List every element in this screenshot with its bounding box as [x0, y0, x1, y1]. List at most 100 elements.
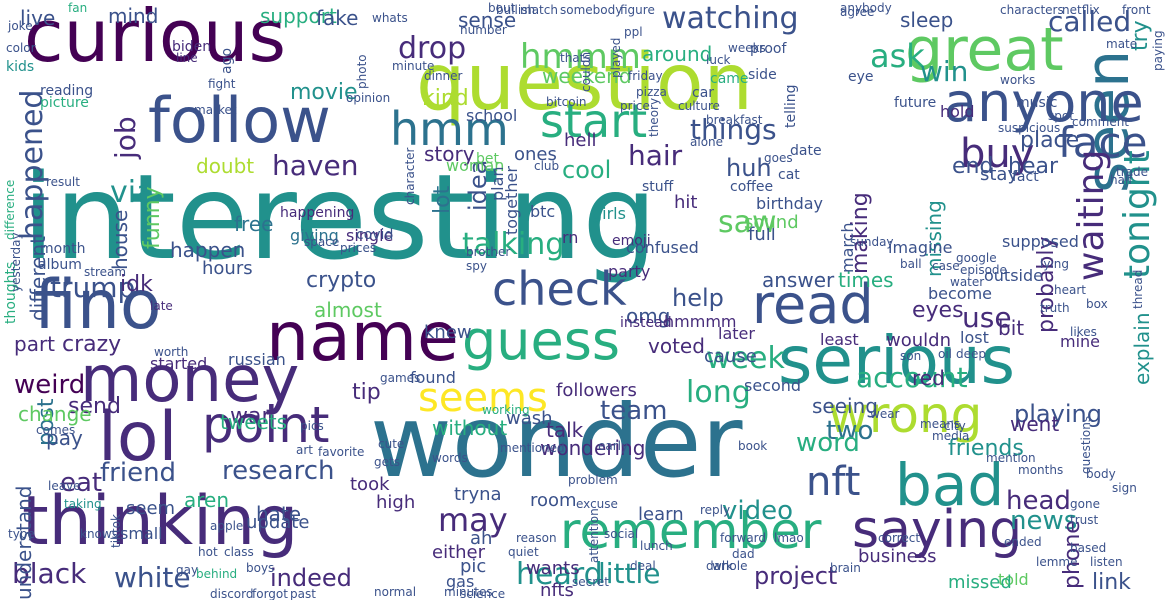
word-box: box — [1086, 297, 1108, 311]
word-color: color — [6, 41, 36, 55]
word-room: room — [530, 490, 577, 511]
word-proof: proof — [750, 41, 787, 57]
word-city: city — [944, 419, 966, 433]
word-sign: sign — [1112, 481, 1137, 495]
word-pics: pics — [300, 419, 324, 433]
word-favorite: favorite — [318, 445, 365, 459]
word-eyes: eyes — [912, 298, 964, 323]
word-quiet: quiet — [508, 545, 539, 559]
word-trade: trade — [1116, 165, 1148, 179]
word-came: came — [710, 71, 749, 87]
word-hell: hell — [564, 130, 597, 151]
word-seeing: seeing — [812, 394, 878, 418]
word-figure: figure — [620, 3, 655, 17]
word-front: front — [1122, 3, 1151, 17]
word-months: months — [1018, 463, 1064, 477]
word-start: start — [540, 94, 648, 148]
word-club: club — [534, 159, 560, 173]
word-project: project — [754, 562, 838, 590]
word-stream: stream — [84, 265, 127, 279]
word-media: media — [932, 429, 970, 443]
word-questions: questions — [1079, 415, 1093, 474]
word-hmmm: hmmm — [520, 37, 641, 77]
word-yesterday: yesterday — [9, 232, 23, 292]
word-crypto: crypto — [306, 268, 377, 293]
word-drop: drop — [398, 31, 467, 66]
word-culture: culture — [678, 99, 720, 113]
word-around: around — [642, 42, 713, 66]
word-future: future — [894, 95, 937, 111]
word-understand: understand — [12, 485, 36, 600]
word-huh: huh — [726, 154, 772, 182]
word-pay: pay — [46, 426, 83, 450]
word-haven: haven — [272, 149, 359, 182]
word-reading: reading — [40, 83, 94, 99]
word-wants: wants — [526, 558, 580, 579]
word-body: body — [1086, 467, 1116, 481]
word-watching: watching — [662, 1, 799, 36]
word-interesting: interesting — [22, 148, 658, 286]
word-ppl: ppl — [624, 25, 643, 39]
word-plan: plan — [488, 166, 507, 201]
word-omg: omg — [626, 304, 671, 328]
word-tip: tip — [352, 380, 381, 405]
word-tiktok: tiktok — [109, 514, 123, 548]
word-based: based — [1070, 541, 1107, 555]
word-confused: confused — [626, 238, 699, 257]
word-music: music — [1016, 95, 1058, 111]
word-weeks: weeks — [728, 41, 766, 55]
word-anyone: anyone — [944, 71, 1144, 134]
word-anybody: anybody — [840, 1, 892, 15]
word-send: send — [68, 394, 121, 419]
word-lying: lying — [1040, 257, 1069, 271]
word-words: words — [432, 451, 468, 465]
word-remember: remember — [560, 502, 822, 560]
word-doubt: doubt — [196, 154, 255, 178]
word-early: early — [598, 439, 629, 453]
word-answer: answer — [762, 268, 835, 292]
word-mate: mate — [1106, 37, 1138, 51]
word-school: school — [466, 106, 518, 125]
word-lost: lost — [960, 328, 989, 347]
word-heart: heart — [1054, 283, 1086, 297]
word-telling: telling — [783, 84, 799, 128]
word-luck: luck — [706, 53, 731, 67]
word-knew: knew — [424, 322, 472, 343]
word-may: may — [438, 501, 508, 539]
word-later: later — [718, 324, 755, 343]
word-house: house — [108, 209, 132, 270]
word-gone: gone — [1070, 497, 1100, 511]
word-result: result — [46, 175, 80, 189]
word-tweets: tweets — [220, 410, 288, 434]
word-tryna: tryna — [454, 484, 502, 505]
word-buy: buy — [960, 131, 1035, 177]
word-wonder: wonder — [370, 383, 743, 500]
word-guess: guess — [462, 309, 620, 372]
word-black: black — [12, 557, 87, 590]
word-trump: trump — [50, 271, 136, 304]
word-deep: deep — [956, 347, 986, 361]
word-attention: attention — [587, 508, 601, 563]
word-found: found — [410, 368, 456, 387]
word-listen: listen — [1090, 555, 1123, 569]
word-wrong: wrong — [828, 386, 983, 444]
word-minutes: minutes — [444, 585, 493, 599]
word-works: works — [1000, 73, 1036, 87]
word-serious: serious — [778, 322, 1016, 399]
word-gets: gets — [374, 455, 400, 469]
word-covid: covid — [356, 227, 394, 243]
word-class: class — [224, 545, 254, 559]
word-wash: wash — [506, 408, 553, 429]
word-team: team — [600, 396, 668, 426]
word-little: little — [598, 557, 661, 590]
word-russian: russian — [228, 350, 286, 369]
word-comment: comment — [1072, 115, 1130, 129]
word-thread: thread — [1131, 269, 1145, 309]
word-indeed: indeed — [270, 564, 352, 592]
word-alone: alone — [690, 135, 724, 149]
word-link: link — [1092, 570, 1131, 595]
word-correct: correct — [878, 531, 921, 545]
word-news: news — [1010, 506, 1078, 536]
word-agree: agree — [840, 5, 875, 19]
word-opinion: opinion — [346, 91, 391, 105]
